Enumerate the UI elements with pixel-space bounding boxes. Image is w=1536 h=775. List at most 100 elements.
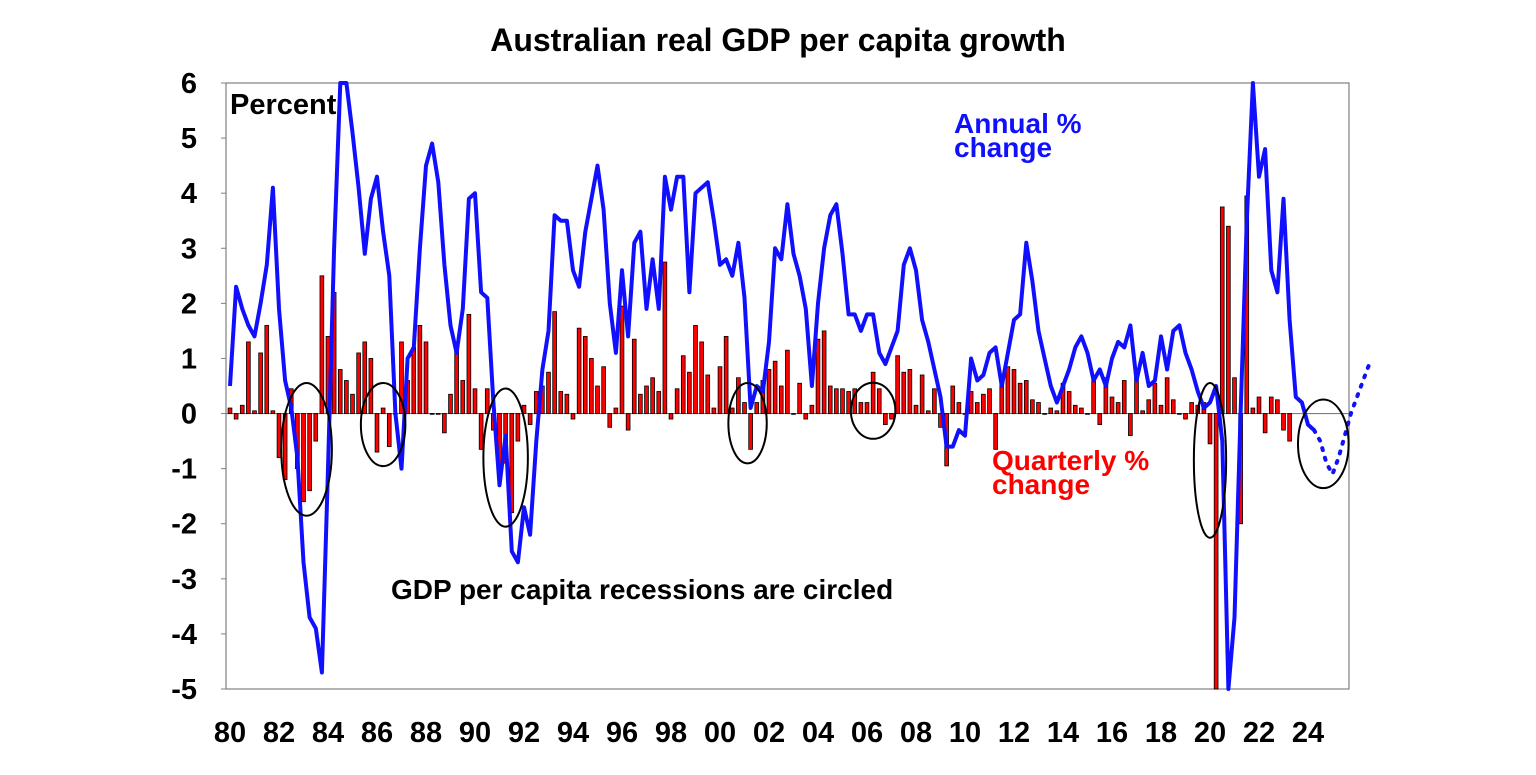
- y-tick-label: -2: [171, 509, 197, 541]
- quarterly-bar: [337, 369, 343, 414]
- quarterly-bar: [1164, 377, 1170, 414]
- quarterly-bar: [1011, 369, 1017, 414]
- quarterly-bar: [656, 391, 662, 414]
- quarterly-bar: [754, 402, 760, 414]
- x-tick-label: 80: [214, 717, 246, 749]
- quarterly-bar: [1005, 366, 1011, 414]
- quarterly-bar: [778, 385, 784, 414]
- quarterly-bar: [1109, 396, 1115, 414]
- x-tick-label: 20: [1194, 717, 1226, 749]
- quarterly-bar: [435, 413, 441, 415]
- quarterly-bar: [895, 355, 900, 414]
- quarterly-bar: [742, 402, 747, 414]
- quarterly-bar: [736, 377, 741, 414]
- quarterly-bar: [417, 324, 423, 414]
- recession-circle: [280, 382, 333, 517]
- x-tick-label: 22: [1243, 717, 1275, 749]
- quarterly-bar: [307, 413, 312, 492]
- x-tick-label: 86: [361, 717, 393, 749]
- quarterly-bar: [981, 393, 986, 414]
- quarterly-bar: [693, 324, 698, 414]
- quarterly-bar: [454, 347, 459, 414]
- quarterly-bar: [1023, 380, 1029, 414]
- x-tick-label: 82: [263, 717, 295, 749]
- quarterly-bar: [1250, 407, 1256, 414]
- x-tick-label: 02: [753, 717, 785, 749]
- quarterly-bar: [1232, 377, 1237, 414]
- quarterly-bar: [1177, 413, 1182, 415]
- quarterly-bar: [484, 388, 490, 414]
- quarterly-bar: [705, 374, 711, 414]
- quarterly-bar: [595, 385, 600, 414]
- quarterly-bar: [919, 374, 925, 414]
- quarterly-bar: [429, 413, 435, 415]
- quarterly-bar: [858, 402, 864, 414]
- quarterly-bar: [515, 413, 521, 442]
- quarterly-bar: [668, 413, 674, 420]
- quarterly-bar: [258, 352, 263, 414]
- quarterly-bar: [625, 413, 631, 431]
- quarterly-legend-label-line2: change: [992, 469, 1090, 500]
- quarterly-bar: [809, 404, 815, 414]
- quarterly-bar: [368, 358, 374, 414]
- quarterly-bar: [876, 388, 882, 414]
- quarterly-bar: [1036, 402, 1041, 414]
- quarterly-bar: [399, 341, 404, 414]
- y-tick-label: 6: [181, 68, 197, 100]
- annual-forecast-dotted-line: [1312, 362, 1372, 479]
- annual-line: [228, 81, 1316, 691]
- quarterly-bar: [619, 305, 625, 414]
- quarterly-bar: [907, 369, 913, 414]
- annual-legend-label-line2: change: [954, 132, 1052, 163]
- quarterly-bar: [576, 327, 582, 414]
- quarterly-bar: [246, 341, 251, 414]
- quarterly-bar: [589, 358, 594, 414]
- annual-legend-label-line1: Annual %: [954, 108, 1082, 139]
- recession-circle: [482, 387, 529, 528]
- quarterly-bar: [1207, 413, 1213, 445]
- quarterly-bar: [527, 413, 533, 425]
- quarterly-bar: [1183, 413, 1188, 420]
- quarterly-bar: [478, 413, 484, 450]
- quarterly-bar: [564, 393, 570, 414]
- quarterly-bar: [791, 413, 796, 415]
- quarterly-bar: [558, 391, 564, 414]
- recession-circle: [1297, 398, 1350, 490]
- y-tick-label: -5: [171, 674, 197, 706]
- y-unit-label: Percent: [230, 89, 337, 121]
- quarterly-bar: [1262, 413, 1268, 434]
- quarterly-bar: [1287, 413, 1292, 442]
- quarterly-bar: [362, 341, 368, 414]
- quarterly-bar: [442, 413, 447, 434]
- x-tick-label: 00: [704, 717, 736, 749]
- quarterly-bar: [582, 336, 588, 414]
- quarterly-bar: [301, 413, 306, 503]
- quarterly-bar: [1226, 225, 1231, 414]
- quarterly-bar: [864, 402, 870, 414]
- quarterly-bar: [460, 380, 466, 414]
- quarterly-bar: [1121, 380, 1127, 414]
- y-tick-label: -3: [171, 564, 197, 596]
- x-tick-label: 96: [606, 717, 638, 749]
- quarterly-bar: [374, 413, 380, 453]
- quarterly-bar: [870, 371, 876, 414]
- quarterly-bar: [423, 341, 429, 414]
- y-tick-label: 2: [181, 288, 197, 320]
- y-tick-label: 3: [181, 233, 197, 265]
- quarterly-bar: [570, 413, 576, 420]
- quarterly-bar: [1146, 399, 1152, 414]
- x-tick-label: 06: [851, 717, 883, 749]
- quarterly-bar: [711, 407, 717, 414]
- quarterly-bar: [1048, 407, 1054, 414]
- quarterly-bar: [239, 404, 245, 414]
- quarterly-bar: [950, 385, 956, 414]
- quarterly-bar: [913, 404, 919, 414]
- y-axis: 6 5 4 3 2 1 0 -1 -2 -3 -4 -5: [171, 68, 226, 706]
- quarterly-bar: [1115, 402, 1121, 414]
- x-tick-label: 18: [1145, 717, 1177, 749]
- quarterly-bar: [803, 413, 809, 420]
- y-tick-label: -1: [171, 454, 197, 486]
- x-tick-label: 14: [1047, 717, 1079, 749]
- quarterly-bar: [270, 410, 276, 414]
